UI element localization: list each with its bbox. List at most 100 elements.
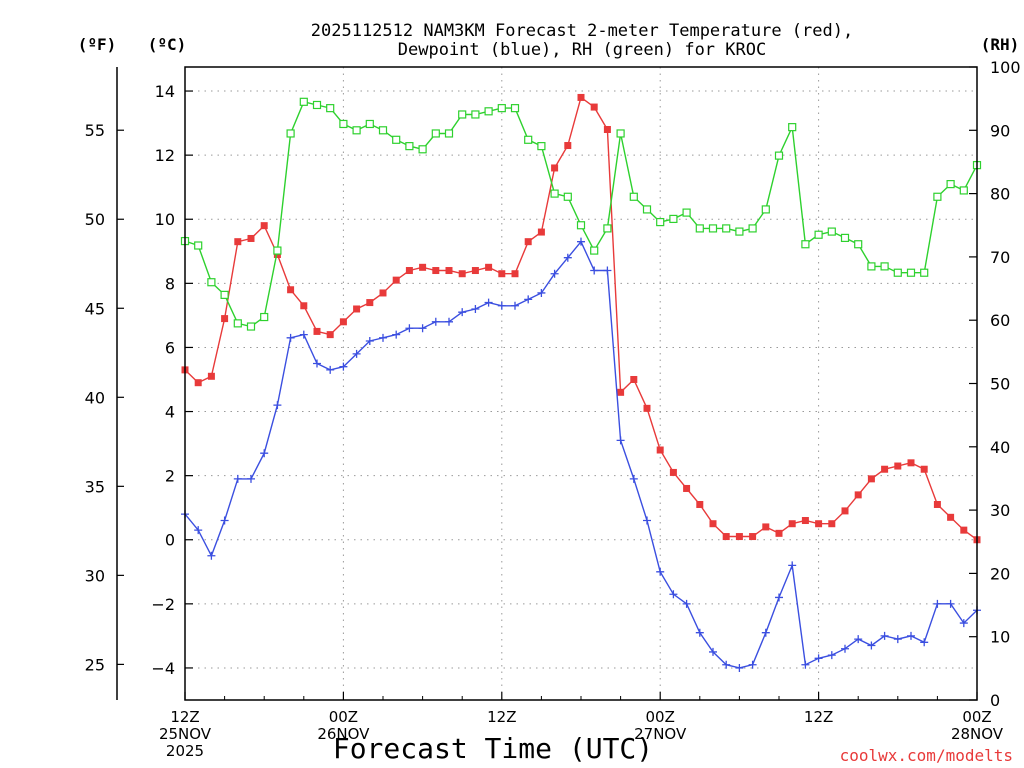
temperature-point	[617, 388, 625, 396]
fahrenheit-tick-label: 25	[85, 655, 105, 674]
dewpoint-point	[511, 301, 519, 310]
temperature-point	[735, 533, 743, 541]
rh-point	[273, 246, 282, 255]
temperature-point	[300, 302, 308, 310]
rh-tick-label: 80	[990, 185, 1010, 204]
dewpoint-point	[286, 333, 295, 342]
temperature-point	[458, 270, 466, 278]
dewpoint-point	[801, 660, 810, 669]
temperature-point	[828, 520, 836, 528]
rh-point	[867, 262, 876, 271]
dewpoint-point	[326, 365, 335, 374]
series-temperature	[181, 93, 981, 544]
dewpoint-point	[260, 449, 269, 458]
dewpoint-point	[418, 324, 427, 333]
rh-point	[471, 110, 480, 119]
rh-axis-unit: (RH)	[981, 35, 1020, 54]
temperature-point	[933, 500, 941, 508]
temperature-point	[194, 379, 202, 387]
dewpoint-point	[735, 663, 744, 672]
rh-tick-label: 0	[990, 691, 1000, 710]
rh-point	[431, 129, 440, 138]
temperature-point	[287, 286, 295, 294]
rh-tick-label: 10	[990, 628, 1010, 647]
rh-point	[629, 192, 638, 201]
rh-point	[339, 119, 348, 129]
rh-point	[603, 224, 612, 233]
rh-point	[656, 217, 665, 227]
dewpoint-point	[603, 266, 612, 275]
temperature-point	[696, 500, 704, 508]
temperature-point	[339, 318, 347, 326]
celsius-tick-label: −4	[151, 659, 175, 678]
dewpoint-point	[920, 638, 929, 647]
rh-point	[695, 224, 704, 233]
celsius-tick-label: 10	[155, 210, 175, 229]
temperature-point	[669, 468, 677, 476]
rh-tick-label: 100	[990, 58, 1021, 77]
rh-tick-label: 70	[990, 248, 1010, 267]
dewpoint-point	[339, 362, 348, 371]
dewpoint-point	[669, 590, 678, 599]
temperature-point	[471, 267, 479, 275]
time-tick-label: 28NOV	[951, 725, 1004, 743]
temperature-point	[537, 228, 545, 236]
dewpoint-point	[194, 526, 203, 535]
temperature-point	[353, 305, 361, 313]
temperature-point	[881, 465, 889, 473]
temperature-point	[564, 142, 572, 150]
temperature-point	[709, 520, 717, 528]
dewpoint-point	[682, 599, 691, 608]
dewpoint-point	[247, 474, 255, 483]
dewpoint-point	[577, 237, 585, 246]
dewpoint-point	[524, 295, 533, 304]
dewpoint-point	[788, 561, 797, 570]
fahrenheit-axis-unit: (ºF)	[78, 35, 117, 54]
rh-point	[735, 227, 744, 236]
rh-point	[537, 142, 546, 151]
time-tick-label: 26NOV	[317, 725, 370, 743]
dewpoint-point	[722, 660, 731, 669]
temperature-point	[656, 446, 664, 454]
temperature-point	[749, 533, 757, 541]
dewpoint-point	[352, 349, 361, 358]
rh-point	[524, 135, 533, 144]
dewpoint-point	[590, 266, 599, 275]
dewpoint-point	[484, 298, 493, 307]
rh-point	[418, 145, 427, 154]
series-line	[184, 96, 978, 541]
dewpoint-point	[854, 635, 863, 644]
temperature-point	[907, 459, 915, 467]
dewpoint-point	[563, 253, 572, 262]
time-tick-label: 12Z	[804, 708, 833, 726]
rh-point	[827, 227, 836, 236]
dewpoint-point	[959, 619, 968, 628]
rh-tick-label: 90	[990, 121, 1010, 140]
dewpoint-point	[933, 599, 942, 608]
temperature-point	[313, 327, 321, 335]
rh-point	[959, 186, 968, 195]
temperature-point	[405, 267, 413, 275]
rh-point	[682, 208, 691, 217]
fahrenheit-tick-label: 35	[85, 477, 105, 496]
dewpoint-point	[880, 631, 889, 640]
temperature-point	[445, 267, 453, 275]
rh-point	[510, 104, 520, 113]
temperature-point	[524, 238, 532, 246]
temperature-point	[815, 520, 823, 528]
rh-point	[326, 104, 335, 113]
celsius-tick-label: 8	[165, 274, 175, 293]
temperature-point	[432, 267, 440, 275]
dewpoint-point	[709, 647, 717, 656]
temperature-point	[762, 523, 770, 531]
rh-point	[814, 230, 823, 239]
dewpoint-point	[893, 635, 902, 644]
temperature-point	[590, 103, 598, 111]
dewpoint-point	[814, 654, 823, 663]
rh-point	[854, 240, 863, 249]
temperature-point	[498, 270, 506, 278]
fahrenheit-tick-label: 50	[85, 210, 105, 229]
temperature-point	[485, 263, 493, 271]
celsius-tick-label: 14	[155, 82, 175, 101]
temperature-point	[326, 331, 334, 339]
